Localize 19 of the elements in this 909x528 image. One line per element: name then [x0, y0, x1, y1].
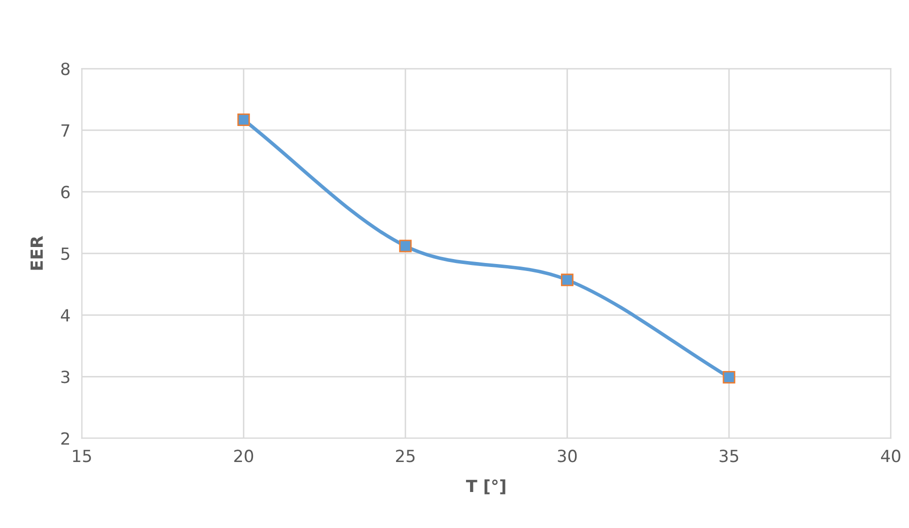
y-tick-label: 6 — [61, 186, 70, 198]
point — [722, 371, 736, 384]
x-tick-label: 25 — [396, 450, 415, 462]
y-tick-label: 2 — [61, 432, 70, 445]
x-tick-label: 15 — [73, 450, 91, 462]
x-tick-label: 30 — [558, 450, 577, 462]
y-tick-label: 5 — [61, 248, 70, 260]
y-tick-label: 8 — [61, 62, 70, 76]
x-tick-label: 40 — [881, 450, 900, 462]
point — [237, 114, 250, 126]
x-tick-label: 35 — [720, 450, 738, 462]
point — [399, 240, 412, 252]
y-tick-label: 4 — [60, 309, 70, 322]
x-axis-title: T [°] — [466, 479, 506, 494]
point — [560, 274, 574, 286]
y-tick-label: 7 — [61, 124, 70, 137]
x-tick-label: 20 — [234, 450, 254, 462]
y-tick-label: 3 — [61, 370, 70, 384]
y-axis-title: EER — [30, 236, 43, 270]
